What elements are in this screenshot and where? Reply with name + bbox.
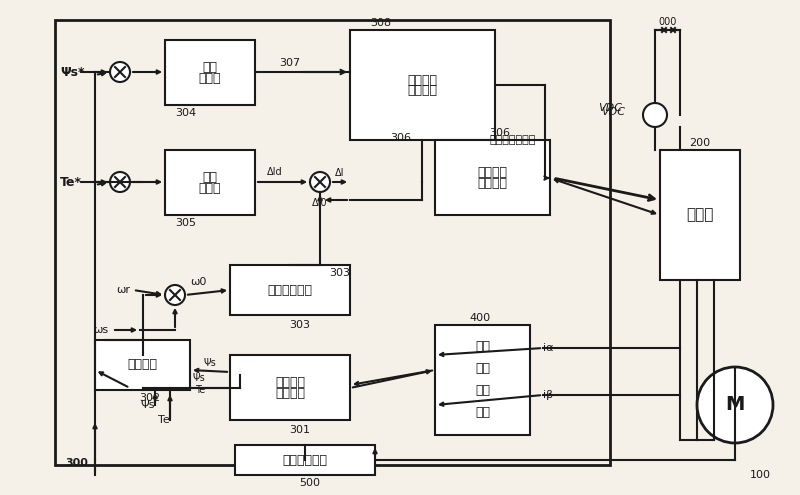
FancyBboxPatch shape	[230, 355, 350, 420]
Text: Te: Te	[194, 385, 205, 395]
Text: 转矩计算: 转矩计算	[275, 387, 305, 400]
Text: 定子磁链: 定子磁链	[407, 73, 438, 87]
Circle shape	[643, 103, 667, 127]
Text: Ψs: Ψs	[204, 358, 216, 368]
Circle shape	[310, 172, 330, 192]
FancyBboxPatch shape	[235, 445, 375, 475]
Text: 增量计算: 增量计算	[407, 85, 438, 98]
FancyBboxPatch shape	[350, 30, 495, 140]
Text: 400: 400	[470, 313, 490, 323]
FancyBboxPatch shape	[165, 40, 255, 105]
Text: 逆变器: 逆变器	[686, 207, 714, 222]
Text: 空间矢量: 空间矢量	[478, 177, 507, 190]
Text: 307: 307	[279, 58, 301, 68]
Circle shape	[165, 285, 185, 305]
Text: 500: 500	[299, 478, 321, 488]
FancyBboxPatch shape	[95, 340, 190, 390]
FancyBboxPatch shape	[435, 140, 550, 215]
Circle shape	[110, 172, 130, 192]
Text: VDC: VDC	[601, 107, 625, 117]
Text: Ψs: Ψs	[141, 400, 155, 410]
Text: ΔId: ΔId	[267, 167, 283, 177]
Text: 308: 308	[370, 18, 391, 28]
Text: 间接转矩控制器: 间接转矩控制器	[490, 135, 536, 145]
Text: 306: 306	[390, 133, 411, 143]
Text: 转矩: 转矩	[202, 171, 218, 184]
Text: Ψs*: Ψs*	[60, 65, 85, 79]
Text: 电流: 电流	[475, 362, 490, 376]
Circle shape	[697, 367, 773, 443]
Text: 单元: 单元	[475, 406, 490, 419]
Text: 301: 301	[289, 425, 310, 435]
Text: 300: 300	[65, 458, 88, 468]
Text: 检测: 检测	[475, 385, 490, 397]
Text: 000: 000	[659, 17, 677, 27]
Text: 303: 303	[289, 320, 310, 330]
Text: Te: Te	[158, 415, 170, 425]
Text: iβ: iβ	[543, 390, 553, 400]
Text: 100: 100	[750, 470, 771, 480]
Text: iα: iα	[543, 343, 554, 353]
Text: 稳态滑差: 稳态滑差	[127, 358, 158, 372]
FancyBboxPatch shape	[165, 150, 255, 215]
Text: 磁链观测: 磁链观测	[275, 376, 305, 389]
Text: Ψs: Ψs	[192, 373, 205, 383]
Text: ΔI0: ΔI0	[312, 198, 328, 208]
Text: ωr: ωr	[116, 285, 130, 295]
FancyBboxPatch shape	[660, 150, 740, 280]
Text: Te*: Te*	[60, 176, 82, 189]
Text: 302: 302	[139, 393, 161, 403]
Text: 304: 304	[175, 108, 196, 118]
Text: 电压: 电压	[475, 341, 490, 353]
Text: VDC: VDC	[598, 103, 622, 113]
Text: 306: 306	[490, 128, 510, 138]
Text: 305: 305	[175, 218, 196, 228]
Text: M: M	[726, 396, 745, 414]
FancyBboxPatch shape	[435, 325, 530, 435]
Text: 调节器: 调节器	[198, 182, 222, 195]
FancyBboxPatch shape	[230, 265, 350, 315]
Text: 转速检测单元: 转速检测单元	[282, 453, 327, 466]
Text: 磁链: 磁链	[202, 61, 218, 74]
Text: ω0: ω0	[190, 277, 206, 287]
Text: ωs: ωs	[93, 325, 108, 335]
Text: 303: 303	[329, 268, 350, 278]
Text: 200: 200	[690, 138, 710, 148]
Text: ΔI: ΔI	[335, 168, 345, 178]
Circle shape	[110, 62, 130, 82]
Text: 调节器: 调节器	[198, 72, 222, 85]
Text: 采样周期积分: 采样周期积分	[267, 284, 313, 297]
Text: 电压方程: 电压方程	[478, 166, 507, 179]
